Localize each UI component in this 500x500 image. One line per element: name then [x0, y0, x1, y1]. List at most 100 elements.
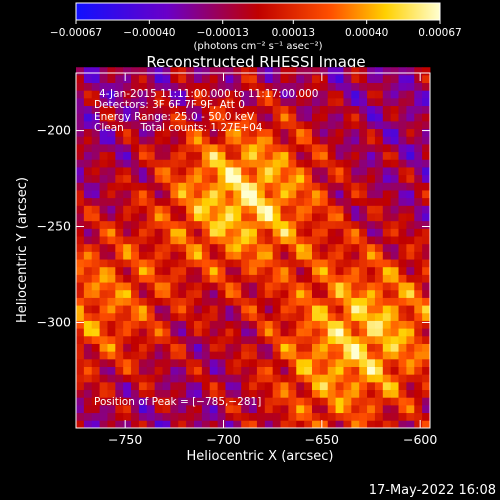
- heatmap-cell: [280, 297, 289, 306]
- heatmap-cell: [131, 67, 140, 76]
- heatmap-cell: [406, 351, 415, 360]
- heatmap-cell: [382, 297, 392, 306]
- heatmap-cell: [76, 228, 85, 237]
- heatmap-cell: [367, 351, 376, 360]
- heatmap-cell: [162, 251, 171, 260]
- heatmap-cell: [398, 312, 407, 321]
- heatmap-cell: [304, 351, 313, 360]
- heatmap-cell: [280, 282, 289, 291]
- heatmap-cell: [312, 381, 321, 391]
- heatmap-cell: [288, 159, 297, 168]
- heatmap-cell: [217, 90, 226, 99]
- heatmap-cell: [296, 151, 305, 160]
- heatmap-cell: [351, 297, 360, 306]
- heatmap-cell: [154, 389, 163, 398]
- heatmap-cell: [162, 113, 171, 122]
- heatmap-cell: [414, 97, 423, 107]
- heatmap-cell: [146, 312, 156, 321]
- heatmap-cell: [170, 97, 179, 107]
- heatmap-cell: [304, 213, 313, 222]
- heatmap-cell: [256, 274, 266, 283]
- heatmap-cell: [382, 274, 392, 283]
- heatmap-cell: [209, 151, 218, 160]
- heatmap-cell: [351, 190, 360, 199]
- heatmap-cell: [374, 220, 384, 229]
- heatmap-cell: [327, 282, 336, 291]
- chart-title: Reconstructed RHESSI Image: [146, 53, 365, 71]
- heatmap-cell: [351, 144, 360, 153]
- heatmap-cell: [390, 381, 399, 391]
- heatmap-cell: [296, 289, 305, 298]
- heatmap-cell: [131, 159, 140, 168]
- heatmap-cell: [170, 282, 179, 291]
- heatmap-cell: [319, 144, 329, 153]
- heatmap-cell: [272, 335, 281, 344]
- heatmap-cell: [170, 159, 179, 168]
- heatmap-cell: [343, 374, 352, 383]
- heatmap-cell: [194, 243, 203, 252]
- heatmap-cell: [280, 274, 289, 283]
- heatmap-cell: [256, 228, 266, 237]
- heatmap-cell: [186, 159, 195, 168]
- heatmap-cell: [367, 243, 376, 252]
- heatmap-cell: [264, 144, 274, 153]
- heatmap-cell: [115, 197, 124, 206]
- heatmap-cell: [91, 190, 100, 199]
- heatmap-cell: [351, 259, 360, 268]
- heatmap-cell: [296, 220, 305, 229]
- heatmap-cell: [76, 243, 85, 252]
- heatmap-cell: [154, 243, 163, 252]
- heatmap-cell: [351, 305, 360, 314]
- heatmap-cell: [123, 67, 132, 76]
- heatmap-cell: [288, 213, 297, 222]
- heatmap-cell: [146, 197, 156, 206]
- heatmap-cell: [335, 328, 344, 337]
- heatmap-cell: [241, 236, 250, 245]
- heatmap-cell: [76, 105, 85, 114]
- heatmap-cell: [359, 404, 368, 414]
- heatmap-cell: [256, 374, 266, 383]
- heatmap-cell: [382, 289, 392, 298]
- heatmap-cell: [264, 266, 274, 275]
- heatmap-cell: [288, 174, 297, 183]
- heatmap-cell: [194, 174, 203, 183]
- heatmap-cell: [170, 120, 179, 130]
- heatmap-cell: [374, 236, 384, 245]
- heatmap-cell: [272, 190, 281, 199]
- heatmap-cell: [398, 220, 407, 229]
- heatmap-cell: [146, 220, 156, 229]
- heatmap-cell: [249, 389, 258, 398]
- heatmap-cell: [249, 282, 258, 291]
- heatmap-cell: [233, 205, 242, 214]
- heatmap-cell: [382, 220, 392, 229]
- heatmap-cell: [241, 328, 250, 337]
- heatmap-cell: [406, 136, 415, 145]
- heatmap-cell: [327, 228, 336, 237]
- heatmap-cell: [241, 128, 250, 137]
- heatmap-cell: [83, 74, 93, 83]
- x-tick-label: −700: [206, 432, 240, 447]
- heatmap-cell: [233, 220, 242, 229]
- heatmap-cell: [288, 274, 297, 283]
- heatmap-cell: [343, 351, 352, 360]
- heatmap-cell: [115, 358, 124, 367]
- heatmap-cell: [201, 335, 211, 344]
- heatmap-cell: [138, 213, 148, 222]
- heatmap-cell: [374, 412, 384, 421]
- heatmap-cell: [131, 358, 140, 367]
- heatmap-cell: [131, 97, 140, 107]
- heatmap-cell: [170, 266, 179, 275]
- heatmap-cell: [249, 90, 258, 99]
- heatmap-cell: [123, 97, 132, 107]
- heatmap-cell: [422, 205, 431, 214]
- heatmap-cell: [319, 335, 329, 344]
- heatmap-cell: [83, 343, 93, 352]
- heatmap-cell: [83, 182, 93, 191]
- heatmap-cell: [304, 259, 313, 268]
- heatmap-cell: [319, 74, 329, 83]
- heatmap-cell: [225, 190, 234, 199]
- heatmap-cell: [296, 297, 305, 306]
- colorbar: [75, 2, 441, 21]
- heatmap-cell: [280, 174, 289, 183]
- heatmap-cell: [123, 113, 132, 122]
